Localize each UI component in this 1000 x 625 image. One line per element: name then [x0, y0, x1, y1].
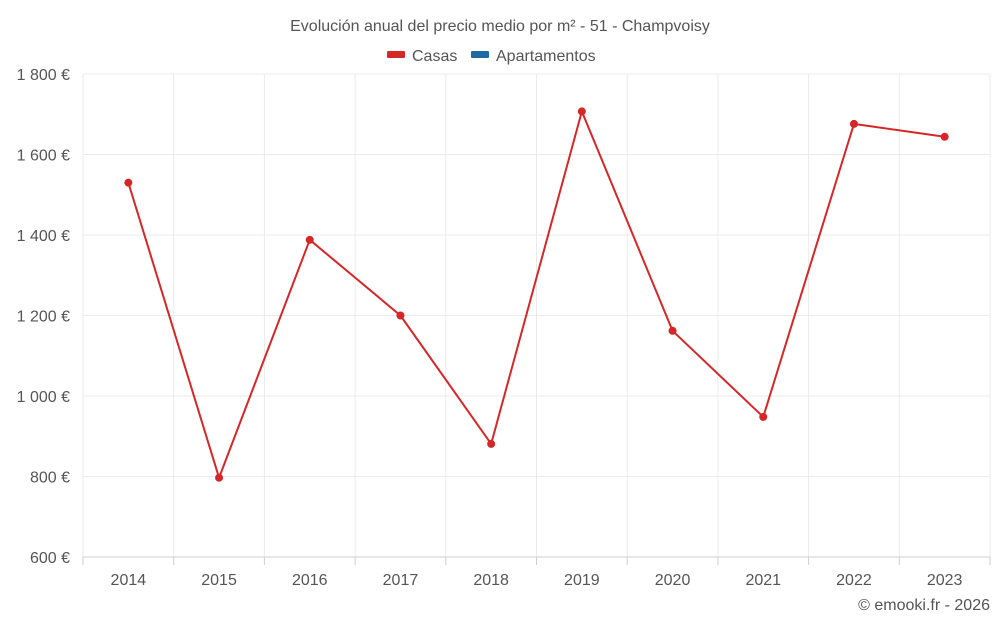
legend-swatch-apartamentos [471, 51, 489, 58]
data-point[interactable] [215, 473, 224, 482]
series [124, 107, 949, 482]
y-tick-label: 800 € [30, 470, 70, 487]
y-axis-ticks: 600 € 800 € 1 000 € 1 200 € 1 400 € 1 600 € 1 … [17, 67, 70, 567]
y-tick-label: 1 600 € [17, 148, 70, 165]
x-tick-label: 2023 [927, 572, 963, 589]
y-tick-label: 1 400 € [17, 228, 70, 245]
chart-title: Evolución anual del precio medio por m² … [290, 18, 710, 35]
y-tick-label: 600 € [30, 550, 70, 567]
x-axis-ticks: 2014 2015 2016 2017 2018 2019 2020 2021 2022 2023 [82, 557, 991, 589]
y-tick-label: 1 800 € [17, 67, 70, 84]
legend-item-apartamentos[interactable]: Apartamentos [471, 48, 596, 65]
data-point[interactable] [849, 119, 858, 128]
data-point[interactable] [487, 439, 496, 448]
x-tick-label: 2014 [111, 572, 147, 589]
series-line-casas [127, 110, 945, 479]
data-point[interactable] [940, 132, 949, 141]
x-tick-label: 2022 [836, 572, 872, 589]
data-point[interactable] [668, 326, 677, 335]
credit: © emooki.fr - 2026 [858, 597, 990, 614]
data-point[interactable] [396, 311, 405, 320]
y-tick-label: 1 000 € [17, 389, 70, 406]
legend-item-casas[interactable]: Casas [387, 48, 457, 65]
legend-label-casas: Casas [412, 48, 457, 65]
x-tick-label: 2016 [292, 572, 328, 589]
data-point[interactable] [305, 235, 314, 244]
x-tick-label: 2015 [201, 572, 237, 589]
x-tick-label: 2021 [745, 572, 781, 589]
x-tick-label: 2018 [473, 572, 509, 589]
legend-label-apartamentos: Apartamentos [496, 48, 596, 65]
data-point[interactable] [124, 178, 133, 187]
y-tick-label: 1 200 € [17, 309, 70, 326]
legend-swatch-casas [387, 51, 405, 58]
grid [82, 73, 991, 557]
x-tick-label: 2020 [655, 572, 691, 589]
legend: Casas Apartamentos [387, 48, 596, 65]
data-point[interactable] [577, 107, 586, 116]
x-tick-label: 2019 [564, 572, 600, 589]
x-tick-label: 2017 [383, 572, 419, 589]
data-point[interactable] [759, 412, 768, 421]
